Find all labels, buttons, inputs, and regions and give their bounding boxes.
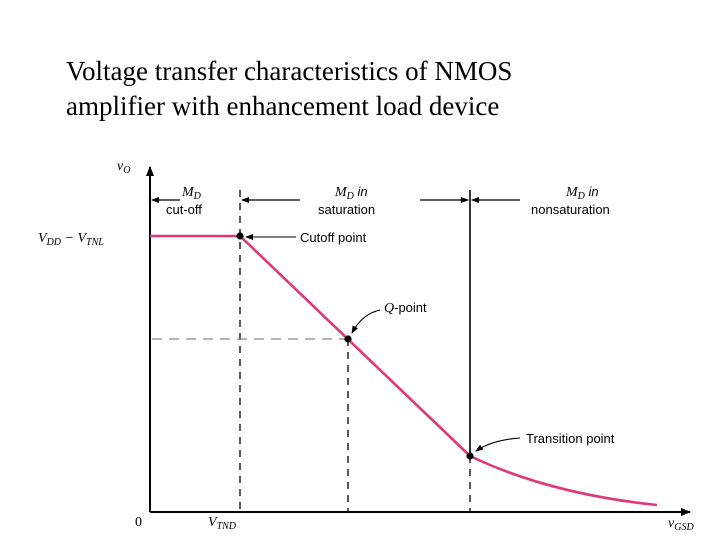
nonsaturation-region-title: MD in <box>565 184 599 202</box>
page-title: Voltage transfer characteristics of NMOS… <box>66 54 706 124</box>
x-tick-label: VTND <box>208 515 237 532</box>
origin-label: 0 <box>135 515 142 530</box>
q-point-arrow <box>351 309 381 334</box>
cutoff-point-label: Cutoff point <box>300 230 367 245</box>
q-point-dot <box>344 335 352 343</box>
x-axis-label: vGSD <box>668 516 694 533</box>
transition-point-arrow <box>475 437 521 452</box>
nonsaturation-region-text: nonsaturation <box>531 202 610 217</box>
y-level-label: VDD − VTNL <box>38 231 104 248</box>
transition-point-label: Transition point <box>526 431 615 446</box>
cutoff-region-text: cut-off <box>166 202 202 217</box>
y-axis-label: vO <box>117 159 130 176</box>
saturation-region-text: saturation <box>318 202 375 217</box>
transition-point-dot <box>466 452 474 460</box>
cutoff-region-title: MD <box>181 185 202 202</box>
q-point-label: Q-point <box>384 300 427 316</box>
title-line-2: amplifier with enhancement load device <box>66 91 500 121</box>
transfer-curve <box>150 234 658 507</box>
title-line-1: Voltage transfer characteristics of NMOS <box>66 56 513 86</box>
cutoff-point-dot <box>236 232 244 240</box>
saturation-region-title: MD in <box>334 184 368 202</box>
